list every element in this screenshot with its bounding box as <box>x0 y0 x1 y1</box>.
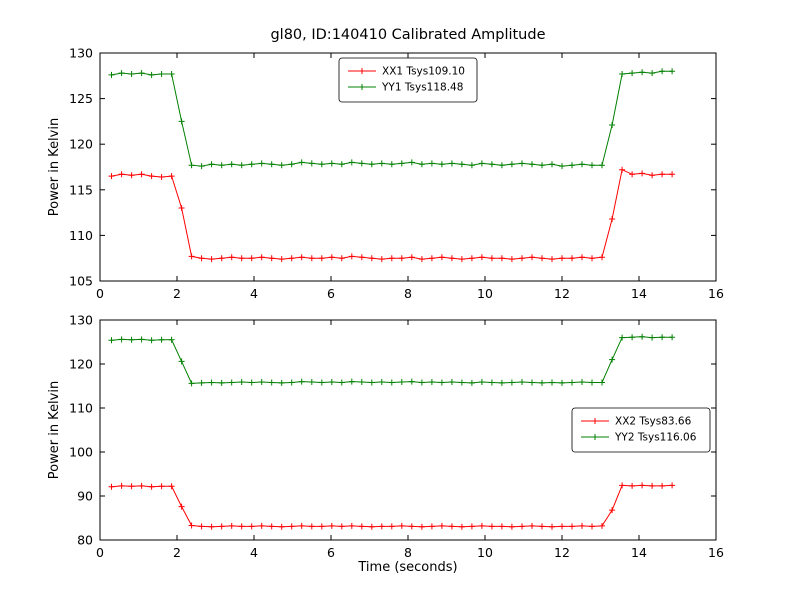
y-tick-label: 125 <box>69 91 93 106</box>
y-tick-label: 130 <box>69 313 93 328</box>
legend: XX2 Tsys83.66 YY2 Tsys116.06 <box>571 407 711 453</box>
x-tick-label: 10 <box>477 545 493 560</box>
legend-entry: XX2 Tsys83.66 <box>581 416 692 428</box>
series-line-xx2 <box>111 484 673 528</box>
x-tick-label: 16 <box>708 286 724 301</box>
series-markers-yy1 <box>108 68 676 170</box>
y-tick-label: 105 <box>69 274 93 289</box>
legend-plus-marker <box>592 418 598 424</box>
x-tick-label: 10 <box>477 286 493 301</box>
x-tick-label: 4 <box>250 545 258 560</box>
bottom-plot: 0 2 4 6 8 10 12 14 16 80 90 100 110 120 130 XX2 Tsys83.… <box>69 313 724 561</box>
top-plot: 0 2 4 6 8 10 12 14 16 105 110 115 120 125 130 XX1 Tsys1… <box>69 46 724 302</box>
legend-plus-marker <box>359 84 365 90</box>
legend-label: XX1 Tsys109.10 <box>382 66 465 78</box>
y-tick-label: 90 <box>77 489 93 504</box>
chart-title: gl80, ID:140410 Calibrated Amplitude <box>270 27 546 43</box>
x-tick-label: 14 <box>631 286 647 301</box>
series-line-xx1 <box>111 168 673 260</box>
x-tick-label: 8 <box>404 545 412 560</box>
series-markers-yy2 <box>108 333 676 387</box>
legend: XX1 Tsys109.10 YY1 Tsys118.48 <box>338 57 478 103</box>
legend-entry: YY2 Tsys116.06 <box>581 432 697 444</box>
x-tick-label: 2 <box>173 286 181 301</box>
series-line-yy2 <box>111 336 673 384</box>
x-tick-label: 12 <box>554 545 570 560</box>
x-tick-label: 0 <box>96 286 104 301</box>
y-tick-label: 120 <box>69 357 93 372</box>
x-tick-label: 16 <box>708 545 724 560</box>
y-tick-label: 130 <box>69 46 93 61</box>
legend-box <box>338 57 478 103</box>
y-tick-label: 115 <box>69 182 93 197</box>
x-tick-label: 2 <box>173 545 181 560</box>
legend-box <box>571 407 711 453</box>
y-tick-label: 100 <box>69 445 93 460</box>
legend-label: YY1 Tsys118.48 <box>381 82 463 94</box>
x-tick-label: 8 <box>404 286 412 301</box>
x-tick-label: 6 <box>327 286 335 301</box>
series-markers-xx2 <box>108 482 676 530</box>
legend-label: XX2 Tsys83.66 <box>615 416 692 428</box>
legend-entry: XX1 Tsys109.10 <box>348 66 465 78</box>
legend-label: YY2 Tsys116.06 <box>614 432 697 444</box>
x-tick-label: 0 <box>96 545 104 560</box>
x-tick-label: 14 <box>631 545 647 560</box>
legend-plus-marker <box>592 434 598 440</box>
x-tick-label: 4 <box>250 286 258 301</box>
series-markers-xx1 <box>108 166 676 263</box>
legend-entry: YY1 Tsys118.48 <box>348 82 463 94</box>
y-tick-label: 110 <box>69 401 93 416</box>
y-tick-label: 80 <box>77 533 93 548</box>
legend-plus-marker <box>359 68 365 74</box>
x-tick-label: 6 <box>327 545 335 560</box>
x-axis-label: Time (seconds) <box>358 560 458 575</box>
x-tick-label: 12 <box>554 286 570 301</box>
y-tick-label: 110 <box>69 228 93 243</box>
y-tick-label: 120 <box>69 137 93 152</box>
